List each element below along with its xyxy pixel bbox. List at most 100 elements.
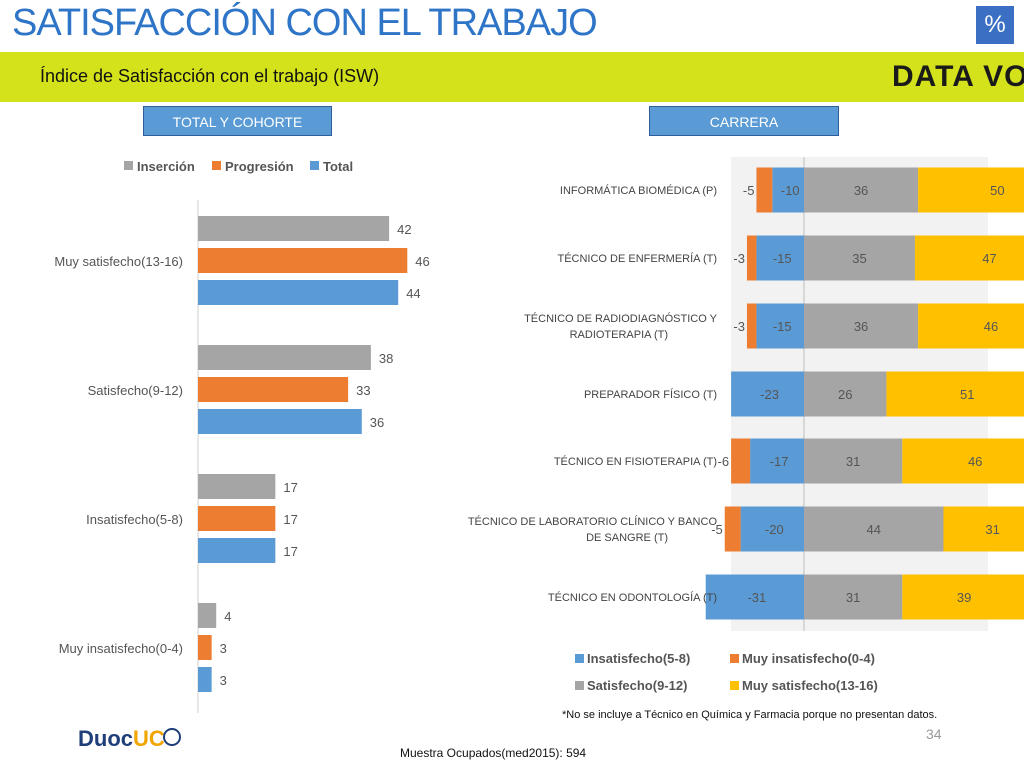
percent-badge: %	[976, 6, 1014, 44]
legend-label-2: Total	[323, 159, 353, 174]
seg-muysat-label-2: 46	[984, 319, 998, 334]
seg-sat-3	[804, 371, 887, 417]
seg-sat-1	[804, 235, 915, 281]
chart-subtitle: Índice de Satisfacción con el trabajo (I…	[40, 66, 380, 86]
right-category-label-line: TÉCNICO DE ENFERMERÍA (T)	[557, 252, 717, 265]
seg-insat-label-4: -17	[770, 454, 789, 469]
right-category-label-0: INFORMÁTICA BIOMÉDICA (P)	[560, 184, 717, 197]
seg-insat-label-1: -15	[773, 251, 792, 266]
right-category-label-line: TÉCNICO EN FISIOTERAPIA (T)	[554, 455, 717, 468]
seg-insat-1	[756, 235, 804, 281]
right-category-label-line: TÉCNICO EN ODONTOLOGÍA (T)	[548, 591, 717, 604]
right-category-label-1: TÉCNICO DE ENFERMERÍA (T)	[557, 252, 717, 265]
right-legend-label-3: Muy satisfecho(13-16)	[742, 678, 878, 693]
bar-0-2	[198, 280, 399, 305]
duoc-seal-icon	[163, 728, 181, 746]
category-label-0: Muy satisfecho(13-16)	[54, 254, 183, 269]
seg-muyinsat-4	[731, 438, 751, 484]
category-label-3: Muy insatisfecho(0-4)	[59, 641, 183, 656]
seg-muysat-4	[902, 438, 1024, 484]
seg-sat-label-1: 35	[852, 251, 866, 266]
legend-swatch-1	[212, 161, 221, 170]
legend-label-0: Inserción	[137, 159, 195, 174]
section-carrera-button[interactable]: CARRERA	[649, 106, 839, 136]
right-legend-swatch-0	[575, 654, 584, 663]
bar-1-2	[198, 409, 362, 434]
duoc-logo-text: Duoc	[78, 726, 133, 751]
right-category-label-line: PREPARADOR FÍSICO (T)	[584, 388, 717, 401]
bar-1-0	[198, 345, 371, 370]
right-category-label-2: TÉCNICO DE RADIODIAGNÓSTICO Y RADIOTERAPI…	[524, 312, 718, 341]
seg-muyinsat-1	[746, 235, 757, 281]
bar-1-1	[198, 377, 349, 402]
duoc-logo-uc: UC	[133, 726, 165, 751]
page-title: SATISFACCIÓN CON EL TRABAJO	[12, 2, 598, 44]
right-category-label-line: RADIOTERAPIA (T)	[570, 329, 668, 341]
right-legend-swatch-2	[575, 681, 584, 690]
right-legend-swatch-1	[730, 654, 739, 663]
bar-label-2-2: 17	[283, 544, 297, 559]
category-label-2: Insatisfecho(5-8)	[86, 512, 183, 527]
seg-insat-0	[772, 167, 804, 213]
right-legend-label-2: Satisfecho(9-12)	[587, 678, 687, 693]
right-category-label-3: PREPARADOR FÍSICO (T)	[584, 388, 717, 401]
bar-label-2-0: 17	[283, 480, 297, 495]
bar-2-0	[198, 474, 276, 499]
right-category-label-line: TÉCNICO DE LABORATORIO CLÍNICO Y BANCO	[468, 515, 718, 528]
seg-sat-label-4: 31	[846, 454, 860, 469]
seg-muysat-3	[886, 371, 1024, 417]
seg-insat-label-6: -31	[747, 590, 766, 605]
seg-sat-label-0: 36	[854, 183, 868, 198]
bar-2-2	[198, 538, 276, 563]
seg-insat-3	[731, 371, 804, 417]
seg-insat-label-2: -15	[773, 319, 792, 334]
right-category-label-line: DE SANGRE (T)	[586, 532, 668, 544]
right-category-label-6: TÉCNICO EN ODONTOLOGÍA (T)	[548, 591, 717, 604]
bar-label-3-1: 3	[220, 641, 227, 656]
seg-muysat-2	[918, 303, 1024, 349]
bar-label-2-1: 17	[283, 512, 297, 527]
subtitle-band	[0, 52, 1024, 102]
seg-sat-label-2: 36	[854, 319, 868, 334]
bar-3-0	[198, 603, 217, 628]
legend-swatch-0	[124, 161, 133, 170]
bar-label-1-2: 36	[370, 415, 384, 430]
seg-insat-2	[756, 303, 804, 349]
seg-muyinsat-5	[724, 506, 741, 552]
bar-0-0	[198, 216, 390, 241]
bar-2-1	[198, 506, 276, 531]
seg-muysat-label-4: 46	[968, 454, 982, 469]
right-category-label-line: INFORMÁTICA BIOMÉDICA (P)	[560, 184, 717, 197]
right-category-label-4: TÉCNICO EN FISIOTERAPIA (T)	[554, 455, 717, 468]
seg-muysat-label-5: 31	[985, 522, 999, 537]
right-category-label-line: TÉCNICO DE RADIODIAGNÓSTICO Y	[524, 312, 718, 325]
seg-muyinsat-label-0: -5	[743, 183, 755, 198]
bar-label-0-0: 42	[397, 222, 411, 237]
seg-insat-label-0: -10	[781, 183, 800, 198]
right-category-label-5: TÉCNICO DE LABORATORIO CLÍNICO Y BANCO DE…	[468, 515, 718, 544]
seg-muyinsat-label-1: -3	[733, 251, 745, 266]
seg-sat-label-3: 26	[838, 387, 852, 402]
seg-sat-2	[804, 303, 919, 349]
bar-3-2	[198, 667, 212, 692]
seg-muyinsat-2	[746, 303, 757, 349]
right-legend-swatch-3	[730, 681, 739, 690]
seg-sat-label-5: 44	[867, 522, 881, 537]
duoc-logo: DuocUC	[78, 726, 165, 752]
section-total-cohorte-button[interactable]: TOTAL Y COHORTE	[143, 106, 332, 136]
seg-muysat-5	[943, 506, 1024, 552]
bar-label-1-1: 33	[356, 383, 370, 398]
page-number: 34	[926, 726, 942, 742]
bar-label-3-2: 3	[220, 673, 227, 688]
seg-sat-5	[804, 506, 944, 552]
bar-label-0-2: 44	[406, 286, 420, 301]
seg-muyinsat-0	[756, 167, 773, 213]
seg-insat-label-5: -20	[765, 522, 784, 537]
seg-insat-4	[750, 438, 804, 484]
bar-label-0-1: 46	[415, 254, 429, 269]
bar-0-1	[198, 248, 408, 273]
seg-muysat-label-6: 39	[957, 590, 971, 605]
seg-sat-label-6: 31	[846, 590, 860, 605]
seg-muysat-label-0: 50	[990, 183, 1004, 198]
